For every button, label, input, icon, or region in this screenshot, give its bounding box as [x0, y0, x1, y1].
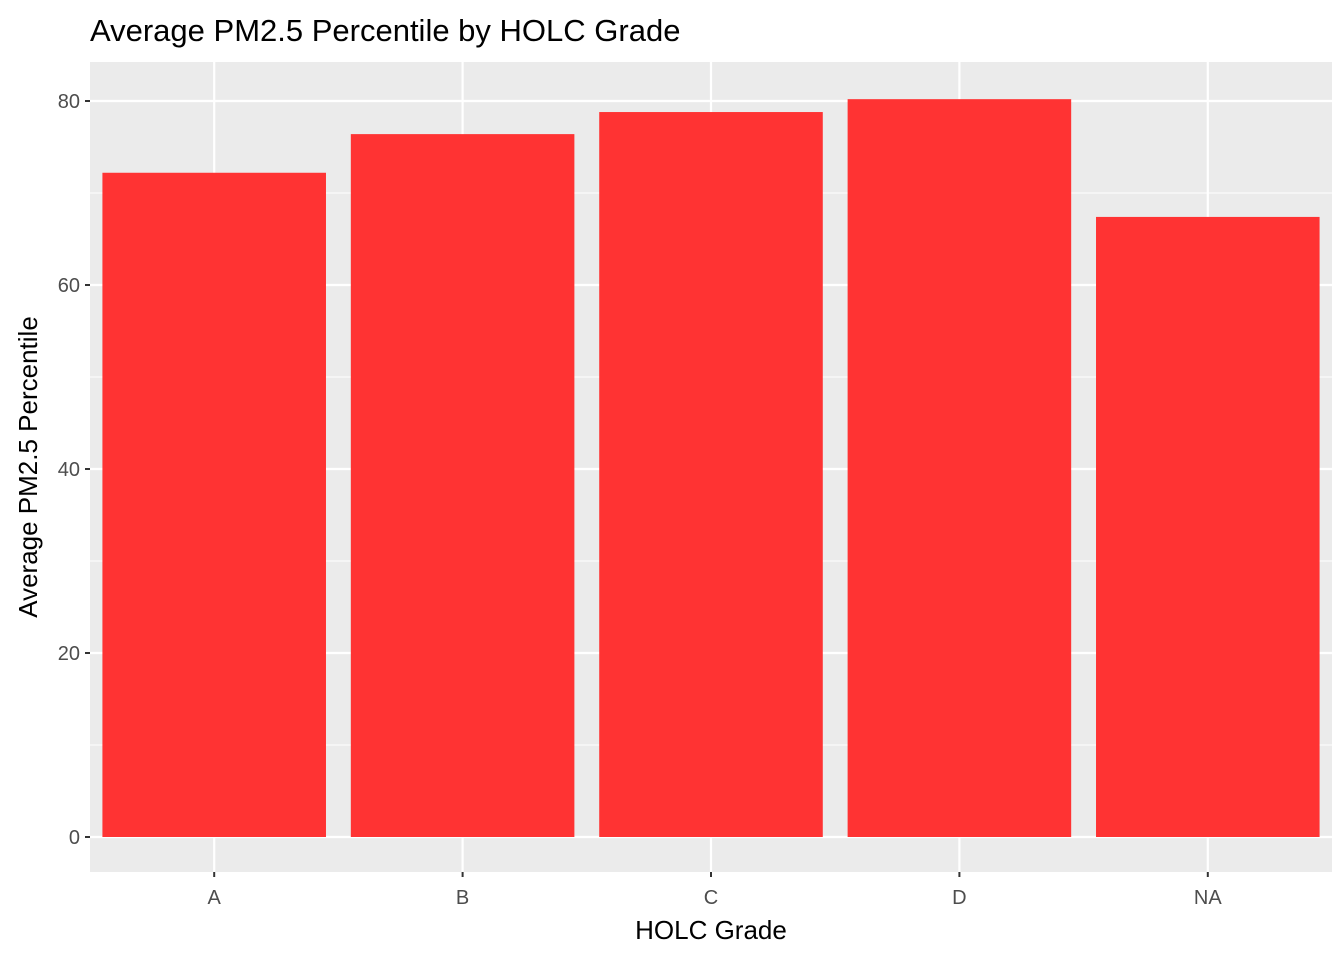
x-tick-label: NA — [1194, 887, 1222, 909]
bar-d — [847, 99, 1072, 837]
y-tick-label: 40 — [58, 459, 80, 481]
bar-na — [1096, 216, 1320, 838]
y-tick-label: 20 — [58, 643, 80, 665]
x-tick-label: C — [704, 887, 718, 909]
bar-b — [350, 134, 575, 837]
y-axis: 0 20 40 60 80 — [58, 91, 90, 849]
bar-a — [102, 172, 326, 837]
x-tick-label: B — [456, 887, 469, 909]
bar-c — [599, 112, 823, 838]
y-tick-label: 80 — [58, 91, 80, 113]
bar-series — [102, 99, 1320, 838]
y-tick-label: 0 — [69, 827, 80, 849]
y-axis-title: Average PM2.5 Percentile — [13, 316, 43, 618]
x-tick-label: D — [952, 887, 966, 909]
x-tick-label: A — [208, 887, 222, 909]
y-tick-label: 60 — [58, 275, 80, 297]
x-axis: A B C D NA — [208, 872, 1222, 909]
chart-title: Average PM2.5 Percentile by HOLC Grade — [90, 13, 680, 48]
x-axis-title: HOLC Grade — [635, 915, 787, 945]
